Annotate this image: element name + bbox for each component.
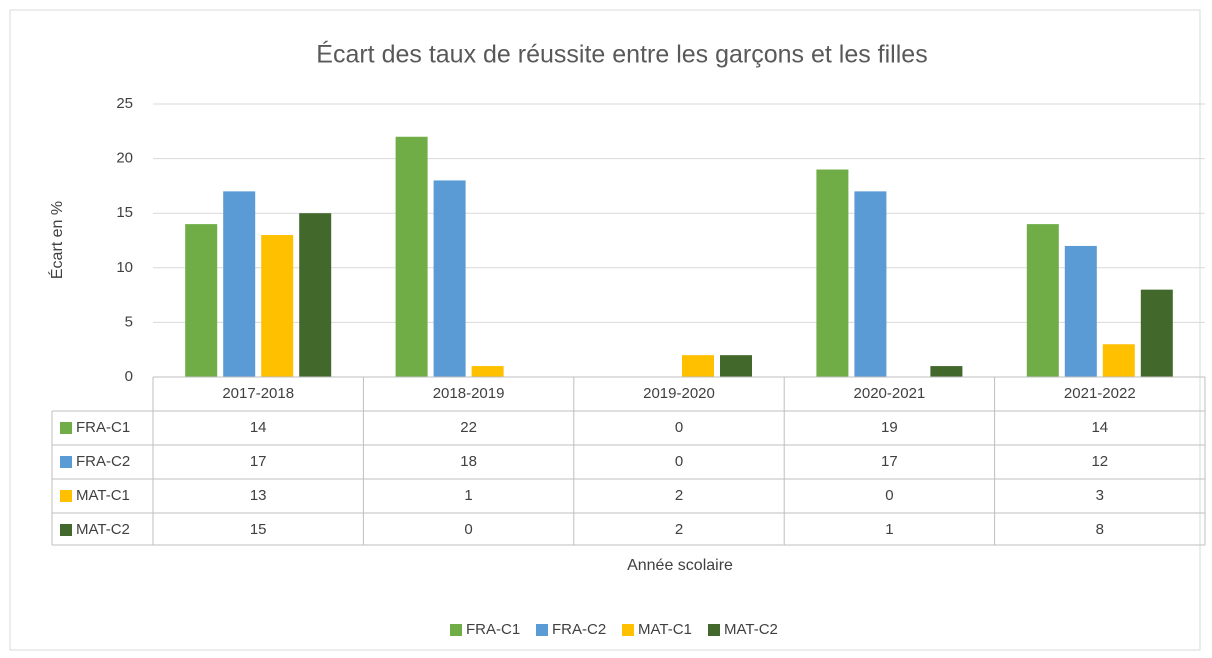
table-cell: 8 [1096,521,1104,538]
legend-key [450,624,462,636]
bar [682,355,714,377]
legend-label: FRA-C2 [552,621,606,638]
x-tick-label: 2019-2020 [643,385,715,402]
x-tick-label: 2017-2018 [222,385,294,402]
table-cell: 15 [250,521,267,538]
table-cell: 13 [250,487,267,504]
table-legend-key [60,524,72,536]
x-axis-title: Année scolaire [627,557,733,574]
legend-label: FRA-C1 [466,621,520,638]
table-cell: 17 [250,453,267,470]
table-cell: 1 [464,487,472,504]
bar [433,180,466,377]
table-cell: 0 [464,521,472,538]
bar [471,366,504,377]
bar [261,235,294,377]
bar [854,191,887,377]
bar [299,213,332,377]
table-row-label: MAT-C2 [76,521,130,538]
table-legend-key [60,456,72,468]
y-axis-title: Écart en % [47,201,66,279]
x-tick-label: 2021-2022 [1064,385,1136,402]
table-cell: 14 [250,419,267,436]
bar [1064,245,1097,377]
bar [816,169,849,377]
y-tick-label: 20 [116,150,133,167]
y-tick-label: 5 [125,313,133,330]
table-cell: 17 [881,453,898,470]
table-legend-key [60,490,72,502]
x-tick-label: 2018-2019 [433,385,505,402]
table-cell: 0 [885,487,893,504]
legend-key [708,624,720,636]
table-row-label: MAT-C1 [76,487,130,504]
bar [930,366,963,377]
bar [1026,224,1059,377]
bar [1140,289,1173,377]
bar [223,191,256,377]
bar [185,224,218,377]
chart-title: Écart des taux de réussite entre les gar… [316,40,927,69]
table-row-label: FRA-C2 [76,453,130,470]
y-tick-label: 0 [125,368,133,385]
x-tick-label: 2020-2021 [854,385,926,402]
table-cell: 19 [881,419,898,436]
legend-key [536,624,548,636]
legend-label: MAT-C1 [638,621,692,638]
bar [720,355,752,377]
bar [395,136,428,377]
table-cell: 14 [1091,419,1108,436]
table-cell: 12 [1091,453,1108,470]
y-tick-label: 15 [116,204,133,221]
table-legend-key [60,422,72,434]
y-tick-label: 10 [116,259,133,276]
table-cell: 3 [1096,487,1104,504]
table-cell: 2 [675,521,683,538]
table-cell: 0 [675,419,683,436]
table-cell: 1 [885,521,893,538]
legend-label: MAT-C2 [724,621,778,638]
bar [1102,344,1135,377]
table-row-label: FRA-C1 [76,419,130,436]
legend-key [622,624,634,636]
table-cell: 22 [460,419,477,436]
table-cell: 18 [460,453,477,470]
table-cell: 2 [675,487,683,504]
y-tick-label: 25 [116,95,133,112]
table-cell: 0 [675,453,683,470]
